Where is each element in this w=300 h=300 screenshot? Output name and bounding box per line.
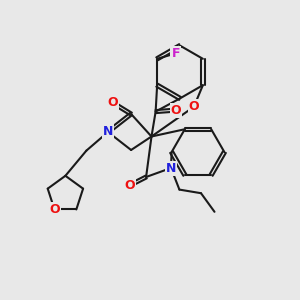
Text: O: O bbox=[189, 100, 199, 113]
Text: O: O bbox=[49, 203, 60, 216]
Text: O: O bbox=[171, 103, 181, 117]
Text: N: N bbox=[103, 125, 113, 139]
Text: N: N bbox=[166, 161, 176, 175]
Text: F: F bbox=[172, 47, 180, 60]
Text: O: O bbox=[124, 179, 135, 192]
Text: O: O bbox=[107, 96, 118, 109]
